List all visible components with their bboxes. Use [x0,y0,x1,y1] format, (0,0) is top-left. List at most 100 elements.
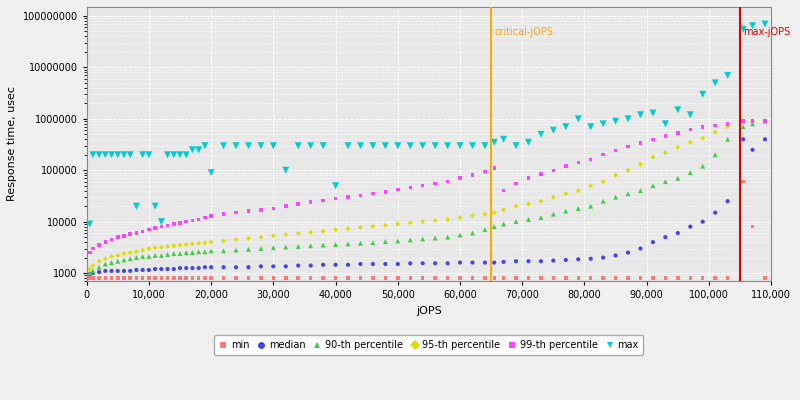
max [155,218,168,225]
min [416,275,429,281]
90-th percentile [488,224,501,230]
min [584,275,597,281]
min [161,275,174,281]
min [758,275,771,281]
median [155,266,168,272]
median [267,263,280,270]
max [609,118,622,124]
90-th percentile [136,253,149,260]
90-th percentile [93,264,106,270]
90-th percentile [441,234,454,240]
max [124,152,137,158]
90-th percentile [572,205,585,212]
max [267,142,280,149]
max [416,142,429,149]
90-th percentile [180,250,193,256]
95-th percentile [722,124,734,130]
95-th percentile [634,161,647,168]
99-th percentile [86,245,99,252]
max [522,139,535,146]
median [709,210,722,216]
90-th percentile [242,246,255,252]
min [317,275,330,281]
max [205,169,218,176]
90-th percentile [379,238,392,245]
median [186,265,199,271]
99-th percentile [118,233,130,239]
99-th percentile [416,182,429,189]
99-th percentile [391,186,404,193]
min [149,275,162,281]
99-th percentile [404,184,417,191]
min [659,275,672,281]
90-th percentile [292,243,305,250]
min [572,275,585,281]
90-th percentile [522,216,535,223]
median [522,258,535,264]
99-th percentile [534,171,547,177]
min [354,275,367,281]
min [597,275,610,281]
min [279,275,292,281]
max [136,152,149,158]
max [379,142,392,149]
90-th percentile [634,188,647,194]
90-th percentile [478,226,491,233]
median [304,262,317,269]
99-th percentile [161,222,174,228]
median [149,266,162,272]
99-th percentile [198,214,211,221]
median [534,258,547,264]
min [304,275,317,281]
max [167,152,180,158]
median [99,268,112,274]
95-th percentile [130,248,143,255]
median [510,258,522,264]
min [379,275,392,281]
95-th percentile [737,118,750,124]
min [130,275,143,281]
max [342,142,354,149]
min [124,275,137,281]
90-th percentile [684,169,697,176]
median [366,261,379,267]
99-th percentile [279,203,292,209]
median [292,262,305,269]
max [217,142,230,149]
median [342,262,354,268]
90-th percentile [130,254,143,261]
min [684,275,697,281]
95-th percentile [696,135,709,141]
90-th percentile [646,182,659,189]
99-th percentile [354,192,367,199]
95-th percentile [86,262,99,269]
95-th percentile [217,238,230,244]
95-th percentile [267,233,280,239]
max [478,142,491,149]
min [174,275,186,281]
90-th percentile [167,250,180,257]
99-th percentile [684,126,697,133]
99-th percentile [572,160,585,166]
99-th percentile [124,231,137,238]
99-th percentile [317,197,330,204]
95-th percentile [758,118,771,124]
min [180,275,193,281]
X-axis label: jOPS: jOPS [416,306,442,316]
90-th percentile [86,268,99,274]
99-th percentile [329,196,342,202]
median [466,259,479,266]
95-th percentile [93,258,106,264]
max [186,146,199,153]
95-th percentile [659,150,672,156]
90-th percentile [192,248,205,255]
max [622,116,634,122]
median [391,261,404,267]
99-th percentile [155,224,168,230]
90-th percentile [746,121,759,127]
max [634,112,647,118]
max [317,142,330,149]
95-th percentile [404,220,417,226]
min [254,275,267,281]
Text: critical-jOPS: critical-jOPS [494,28,553,38]
